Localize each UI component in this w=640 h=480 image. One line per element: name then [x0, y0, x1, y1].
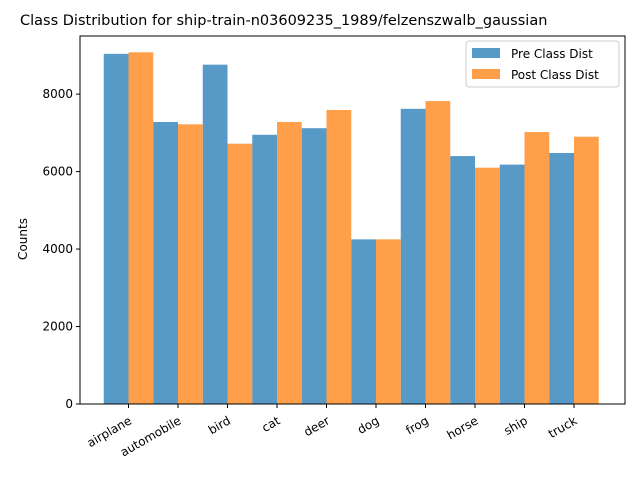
bar-pre-automobile — [153, 121, 178, 404]
legend-swatch-0 — [472, 48, 500, 58]
bar-pre-dog — [351, 239, 376, 404]
bar-post-automobile — [178, 124, 203, 404]
bar-post-cat — [277, 121, 302, 404]
bar-post-deer — [326, 109, 352, 404]
x-tick-label-ship: ship — [502, 413, 530, 438]
bar-pre-horse — [450, 156, 475, 404]
y-tick-label-4000: 4000 — [42, 242, 73, 256]
bar-post-bird — [227, 143, 253, 404]
x-tick-label-cat: cat — [259, 413, 282, 435]
y-tick-label-2000: 2000 — [42, 320, 73, 334]
bar-pre-deer — [301, 128, 327, 405]
bar-post-dog — [376, 239, 401, 404]
bars-group — [103, 52, 599, 405]
bar-post-truck — [574, 136, 599, 404]
y-tick-label-0: 0 — [65, 397, 73, 411]
x-tick-label-horse: horse — [444, 413, 480, 442]
legend: Pre Class Dist Post Class Dist — [465, 40, 620, 88]
legend-box — [465, 40, 620, 88]
bar-post-frog — [425, 101, 451, 405]
chart-title: Class Distribution for ship-train-n03609… — [20, 13, 547, 29]
bar-pre-ship — [499, 164, 525, 404]
bar-pre-bird — [202, 64, 228, 405]
bar-pre-cat — [252, 134, 277, 405]
y-tick-label-6000: 6000 — [42, 165, 73, 179]
plot-frame — [79, 35, 626, 405]
y-tick-label-8000: 8000 — [42, 87, 73, 101]
x-tick-label-bird: bird — [206, 413, 233, 437]
bar-post-horse — [475, 167, 500, 404]
x-tick-label-dog: dog — [355, 413, 382, 436]
legend-swatch-1 — [472, 69, 500, 79]
legend-label-1: Post Class Dist — [511, 68, 599, 82]
legend-label-0: Pre Class Dist — [511, 47, 593, 61]
x-tick-label-deer: deer — [301, 413, 332, 439]
bar-post-airplane — [128, 52, 154, 405]
bar-pre-truck — [549, 152, 574, 404]
bar-pre-frog — [400, 108, 426, 405]
x-tick-label-frog: frog — [403, 413, 431, 437]
x-tick-label-truck: truck — [546, 413, 580, 441]
y-axis-label: Counts — [16, 218, 30, 260]
bar-pre-airplane — [103, 53, 129, 405]
bar-post-ship — [524, 132, 550, 404]
